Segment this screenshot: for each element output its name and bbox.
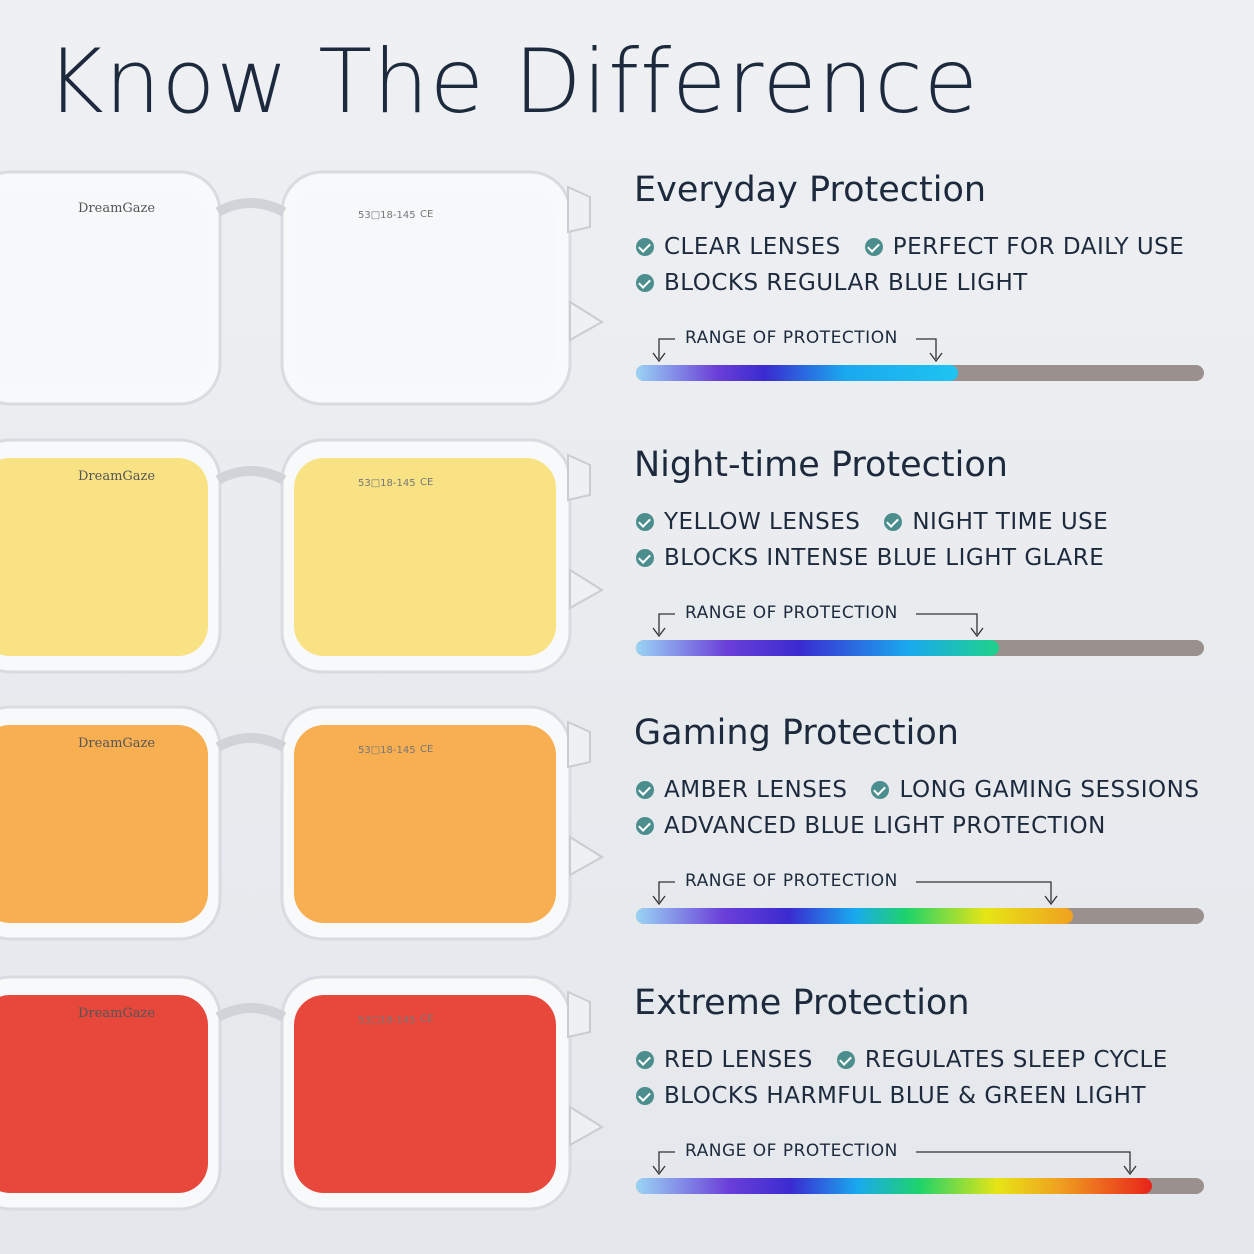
check-icon [636,1051,654,1069]
feature-row: BLOCKS INTENSE BLUE LIGHT GLARE [636,545,1104,571]
frame-mark: CE [420,1014,433,1025]
feature: PERFECT FOR DAILY USE [864,234,1185,260]
check-icon [871,781,890,799]
feature-text: CLEAR LENSES [664,234,841,260]
bridge [215,1003,287,1022]
feature-text: REGULATES SLEEP CYCLE [864,1047,1168,1073]
heading: Everyday Protection [634,170,987,210]
frame-mark: CE [420,209,433,220]
lens-left [0,458,208,656]
feature: CLEAR LENSES [636,234,841,260]
range-fill [636,640,999,656]
feature: BLOCKS REGULAR BLUE LIGHT [636,270,1028,296]
heading: Gaming Protection [634,713,959,753]
temple [567,453,604,610]
check-icon [864,238,883,256]
heading: Night-time Protection [634,445,1008,485]
temple [567,720,604,877]
brand: DreamGaze [78,201,155,216]
brand: DreamGaze [78,736,155,751]
range-label: RANGE OF PROTECTION [685,603,898,623]
range-label: RANGE OF PROTECTION [685,1141,898,1161]
range-bar [636,908,1204,924]
feature-text: LONG GAMING SESSIONS [899,777,1200,803]
title: Know The Difference [46,30,979,133]
range-fill [636,1178,1152,1194]
feature-row: ADVANCED BLUE LIGHT PROTECTION [636,813,1106,839]
temple [567,185,604,342]
check-icon [636,274,654,292]
bridge [215,466,287,485]
check-icon [884,513,903,531]
bridge [215,198,287,217]
feature: BLOCKS INTENSE BLUE LIGHT GLARE [636,545,1104,571]
feature-row: RED LENSES REGULATES SLEEP CYCLE [636,1047,1168,1073]
feature-text: YELLOW LENSES [664,509,861,535]
feature: REGULATES SLEEP CYCLE [836,1047,1168,1073]
feature-text: BLOCKS HARMFUL BLUE & GREEN LIGHT [664,1083,1146,1109]
check-icon [636,513,654,531]
frame-size: 53□18-145 [358,210,416,221]
check-icon [636,238,654,256]
feature: ADVANCED BLUE LIGHT PROTECTION [636,813,1106,839]
range-bar [636,365,1204,381]
range-bracket [652,338,943,363]
range-fill [636,365,958,381]
check-icon [636,1087,654,1105]
range-bar [636,1178,1204,1194]
heading: Extreme Protection [634,983,970,1023]
frame-size: 53□18-145 [358,478,416,489]
feature: RED LENSES [636,1047,813,1073]
feature-text: BLOCKS REGULAR BLUE LIGHT [664,270,1028,296]
lens-right [294,995,556,1193]
range-bracket [652,1151,1137,1176]
lens-left [0,190,208,388]
feature-text: BLOCKS INTENSE BLUE LIGHT GLARE [664,545,1105,571]
brand: DreamGaze [78,1006,155,1021]
feature: LONG GAMING SESSIONS [871,777,1199,803]
range-bar [636,640,1204,656]
lens-right [294,725,556,923]
feature-row: CLEAR LENSES PERFECT FOR DAILY USE [636,234,1184,260]
feature-row: YELLOW LENSES NIGHT TIME USE [636,509,1108,535]
feature-text: ADVANCED BLUE LIGHT PROTECTION [664,813,1106,839]
feature: NIGHT TIME USE [884,509,1108,535]
feature-row: BLOCKS REGULAR BLUE LIGHT [636,270,1028,296]
temple [567,990,604,1147]
feature-text: RED LENSES [664,1047,813,1073]
feature-text: NIGHT TIME USE [912,509,1109,535]
feature-row: BLOCKS HARMFUL BLUE & GREEN LIGHT [636,1083,1146,1109]
feature: AMBER LENSES [636,777,847,803]
range-bracket [652,881,1058,906]
check-icon [636,817,654,835]
frame-size: 53□18-145 [358,745,416,756]
lens-right [294,458,556,656]
check-icon [636,781,654,799]
lens-left [0,725,208,923]
feature: BLOCKS HARMFUL BLUE & GREEN LIGHT [636,1083,1146,1109]
frame-size: 53□18-145 [358,1015,416,1026]
range-fill [636,908,1073,924]
range-bracket [652,613,984,638]
lens-right [294,190,556,388]
frame-mark: CE [420,477,433,488]
frame-mark: CE [420,744,433,755]
check-icon [636,549,654,567]
range-label: RANGE OF PROTECTION [685,871,898,891]
feature: YELLOW LENSES [636,509,860,535]
bridge [215,733,287,752]
feature-row: AMBER LENSES LONG GAMING SESSIONS [636,777,1199,803]
feature-text: AMBER LENSES [664,777,848,803]
brand: DreamGaze [78,469,155,484]
check-icon [836,1051,855,1069]
feature-text: PERFECT FOR DAILY USE [892,234,1185,260]
lens-left [0,995,208,1193]
range-label: RANGE OF PROTECTION [685,328,898,348]
